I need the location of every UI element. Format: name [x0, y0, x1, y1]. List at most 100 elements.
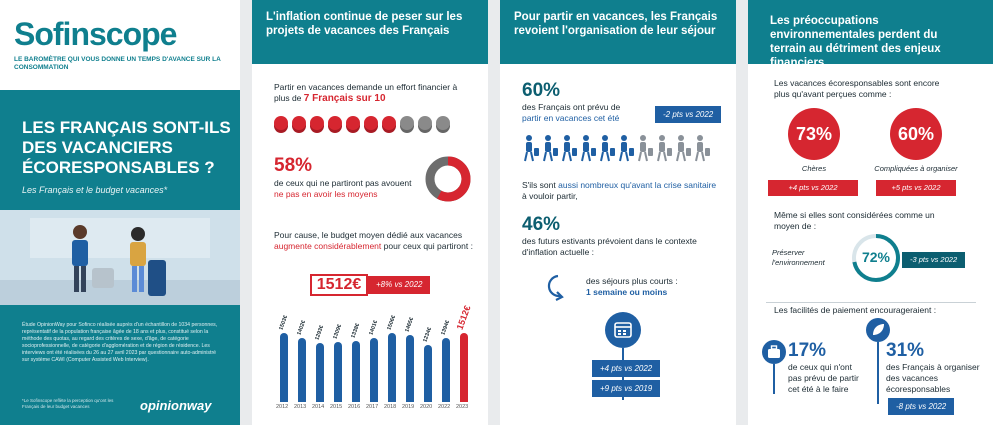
traveler-icon [562, 135, 577, 162]
eco-mid: Même si elles sont considérées comme un … [774, 210, 935, 231]
bar-2017 [370, 337, 378, 402]
title-block [0, 90, 240, 210]
travelers-row [522, 134, 722, 162]
x-tick-2014: 2014 [312, 404, 325, 410]
circle-73: 73% [788, 108, 840, 160]
stat-17: 17% [788, 340, 827, 361]
bar-2016 [352, 340, 360, 402]
environment-panel: Les préoccupations environnementales per… [748, 0, 993, 425]
delta-cheres: +4 pts vs 2022 [768, 180, 858, 196]
circle-60: 60% [890, 108, 942, 160]
budget-value: 1512€ [316, 276, 362, 293]
coin-grey [400, 116, 414, 130]
brand-logo: Sofinscope [14, 16, 177, 52]
bar-label-2016: 1338€ [350, 322, 362, 339]
bar-2020 [424, 345, 432, 402]
divider [766, 302, 976, 303]
leaf-stem [877, 342, 879, 404]
stat-60: 60% [522, 80, 561, 101]
bar-label-2014: 1293€ [314, 324, 326, 341]
coin-red [346, 116, 360, 130]
intro-panel: Sofinscope LE BAROMÈTRE QUI VOUS DONNE U… [0, 0, 240, 425]
opinionway-logo: opinionway [140, 398, 212, 413]
bar-2022 [442, 338, 450, 402]
bar-2012 [280, 333, 288, 402]
travelers-illustration [0, 210, 240, 305]
stat-31-text: des Français à organiser des vacances éc… [886, 362, 980, 394]
stat-text: de ceux qui ne partiront pas avouent ne … [274, 178, 412, 199]
methodology-text: Étude OpinionWay pour Sofinco réalisée a… [22, 322, 218, 363]
bar-label-2013: 1402€ [296, 319, 308, 336]
traveler-icon [581, 135, 596, 162]
traveler-icon [695, 135, 710, 162]
x-tick-2018: 2018 [384, 404, 397, 410]
bar-label-2018: 1506€ [386, 314, 398, 331]
label-compliquees: Compliquées à organiser [874, 164, 958, 173]
donut-58 [425, 156, 471, 202]
shorter-stays: des séjours plus courts : 1 semaine ou m… [586, 276, 678, 297]
x-tick-2022: 2022 [438, 404, 451, 410]
suitcase-icon [768, 345, 780, 358]
budget-chart-xaxis: 2012 2013 2014 2015 2016 2017 2018 2019 2020 2022… [274, 404, 474, 414]
bar-label-2015: 1309€ [332, 323, 344, 340]
arrow-icon [547, 274, 564, 301]
coin-red [310, 116, 324, 130]
x-tick-2017: 2017 [366, 404, 379, 410]
section-header: L'inflation continue de peser sur les pr… [252, 0, 488, 64]
x-tick-2013: 2013 [294, 404, 307, 410]
calendar-icon [614, 322, 632, 338]
title-line-2: DES VACANCIERS [22, 138, 173, 157]
bar-label-2017: 1401€ [368, 319, 380, 336]
budget-delta: +8% vs 2022 [368, 276, 431, 294]
stat-46-text: des futurs estivants prévoient dans le c… [522, 236, 697, 257]
preserve-value: 72% [861, 249, 891, 265]
bar-2023 [460, 332, 468, 402]
ring-72 [852, 234, 900, 282]
budget-text: Pour cause, le budget moyen dédié aux va… [274, 230, 473, 251]
intro-text: Partir en vacances demande un effort fin… [274, 82, 458, 104]
traveler-icon [657, 135, 672, 162]
budget-value-box: 1512€ [310, 274, 368, 296]
coin-red [382, 116, 396, 130]
x-tick-2023: 2023 [456, 404, 469, 410]
organisation-panel: Pour partir en vacances, les Français re… [500, 0, 736, 425]
payment-title: Les facilités de paiement encourageraien… [774, 305, 974, 316]
traveler-icon [619, 135, 634, 162]
inflation-panel: L'inflation continue de peser sur les pr… [252, 0, 488, 425]
stat-60-text: des Français ont prévu de partir en vaca… [522, 102, 621, 123]
budget-bar-chart: 1503€ 1402€ 1293€ 1309€ 1338€ 1401€ 1506€ 1465€… [274, 304, 474, 402]
bar-2015 [334, 341, 342, 402]
traveler-icon [524, 135, 539, 162]
suitcase-stem [773, 364, 775, 394]
leaf-badge [866, 318, 890, 342]
x-tick-2019: 2019 [402, 404, 415, 410]
coin-red [364, 116, 378, 130]
bar-2014 [316, 342, 324, 402]
brand-tagline: LE BAROMÈTRE QUI VOUS DONNE UN TEMPS D'A… [14, 56, 221, 71]
footnote: *Le Sofinscope reflète la perception qu'… [22, 398, 114, 409]
section-header: Les préoccupations environnementales per… [748, 0, 993, 69]
coins-row [274, 112, 464, 134]
coin-red [292, 116, 306, 130]
stat-31: 31% [886, 340, 925, 361]
label-cheres: Chères [801, 164, 827, 173]
stat-17-text: de ceux qui n'ont pas prévu de partir ce… [788, 362, 859, 394]
x-tick-2016: 2016 [348, 404, 361, 410]
x-tick-2020: 2020 [420, 404, 433, 410]
section-header: Pour partir en vacances, les Français re… [500, 0, 736, 64]
delta-2019: +9 pts vs 2019 [592, 380, 661, 397]
title-line-3: ÉCORESPONSABLES ? [22, 158, 215, 177]
bar-label-2022: 1394€ [440, 319, 452, 337]
coin-red [274, 116, 288, 130]
traveler-icon [543, 135, 558, 162]
coin-grey [436, 116, 450, 130]
delta-compliquees: +5 pts vs 2022 [876, 180, 956, 196]
bar-2019 [406, 334, 414, 402]
stat-31-delta: -8 pts vs 2022 [888, 398, 955, 415]
title-subtitle: Les Français et le budget vacances* [22, 185, 168, 195]
stat-46: 46% [522, 214, 561, 235]
traveler-icon [676, 135, 691, 162]
eco-intro: Les vacances écoresponsables sont encore… [774, 78, 940, 99]
delta-2022: +4 pts vs 2022 [592, 360, 661, 377]
calendar-badge [605, 312, 641, 348]
